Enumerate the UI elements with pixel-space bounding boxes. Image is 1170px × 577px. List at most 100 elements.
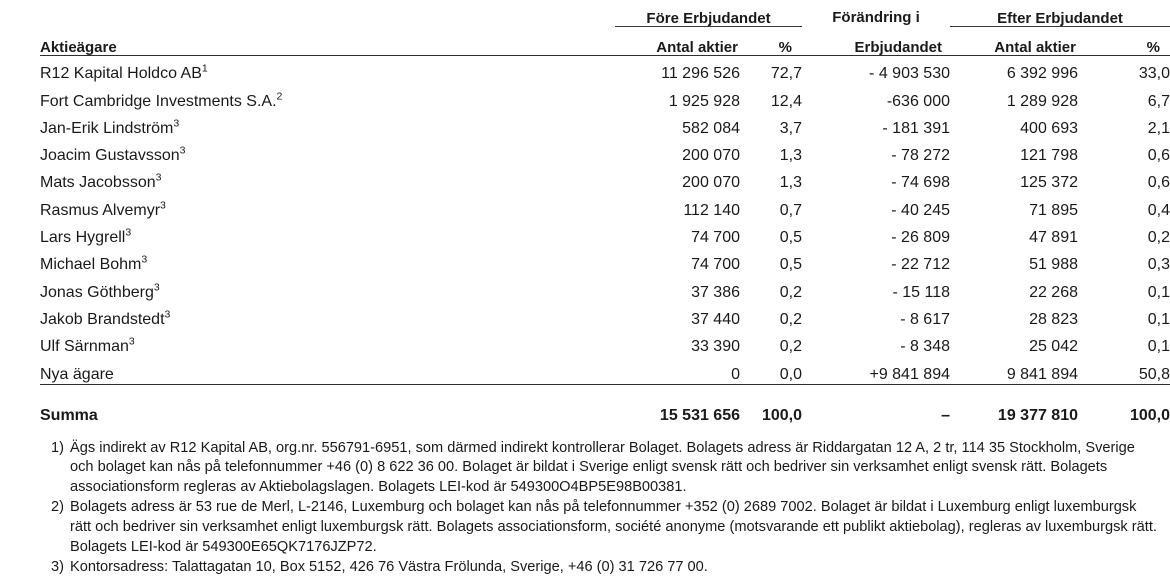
table-row: Jakob Brandstedt3 37 440 0,2 - 8 617 28 823 0… (40, 302, 1170, 329)
cell-shares-after: 121 798 (1020, 147, 1078, 165)
cell-change: - 40 245 (891, 201, 950, 219)
footnote-reference: 2 (276, 90, 283, 103)
cell-shares-before: 1 925 928 (668, 92, 740, 110)
column-header-change: Erbjudandet (802, 26, 950, 56)
cell-pct-before: 0,2 (779, 310, 802, 328)
footnote-reference: 3 (153, 281, 160, 294)
footnote-item: 2) Bolagets adress är 53 rue de Merl, L-2… (40, 498, 1158, 558)
total-row: Summa 15 531 656 100,0 – 19 377 810 100,… (40, 383, 1170, 426)
cell-shareholder-name: Ulf Särnman3 (40, 335, 135, 356)
cell-shares-after: 1 289 928 (1006, 92, 1078, 110)
cell-pct-before: 0,7 (779, 201, 802, 219)
footnote-reference: 3 (141, 254, 148, 267)
table-row: Fort Cambridge Investments S.A.2 1 925 92… (40, 83, 1170, 110)
cell-change: - 181 391 (882, 119, 950, 137)
cell-pct-before: 72,7 (770, 65, 802, 83)
cell-shares-before: 582 084 (682, 119, 740, 137)
cell-pct-before: 0,0 (779, 365, 802, 383)
cell-shares-after: 6 392 996 (1006, 65, 1078, 83)
cell-pct-after: 50,8 (1138, 365, 1170, 383)
footnote-reference: 3 (173, 117, 180, 130)
cell-shares-after: 28 823 (1029, 310, 1078, 328)
table-row: Nya ägare 0 0,0 +9 841 894 9 841 894 50,8 (40, 356, 1170, 384)
cell-change: - 8 348 (900, 338, 950, 356)
column-header-row: Aktieägare Antal aktier % Erbjudandet An… (40, 26, 1170, 56)
cell-pct-before: 0,2 (779, 338, 802, 356)
cell-shares-after: 47 891 (1029, 229, 1078, 247)
table-header: Före Erbjudandet Förändring i Efter Erbj… (40, 4, 1170, 56)
footnote-reference: 3 (164, 308, 171, 321)
cell-change: - 4 903 530 (869, 65, 950, 83)
cell-shareholder-name: Fort Cambridge Investments S.A.2 (40, 90, 283, 110)
cell-pct-before: 0,5 (779, 229, 802, 247)
footnote-item: 3) Kontorsadress: Talattagatan 10, Box 51… (40, 558, 1158, 577)
cell-shares-after: 125 372 (1020, 174, 1078, 192)
cell-pct-before: 0,5 (779, 256, 802, 274)
cell-pct-after: 2,1 (1147, 119, 1170, 137)
cell-shares-before: 74 700 (691, 229, 740, 247)
table-row: Mats Jacobsson3 200 070 1,3 - 74 698 125 372… (40, 165, 1170, 192)
footnote-reference: 3 (128, 335, 135, 348)
cell-shares-before: 74 700 (691, 256, 740, 274)
column-header-shareholder: Aktieägare (40, 26, 615, 56)
column-header-pct-before: % (740, 26, 802, 56)
cell-shareholder-name: Mats Jacobsson3 (40, 172, 162, 192)
footnote-marker: 1) (51, 439, 64, 456)
table-row: Rasmus Alvemyr3 112 140 0,7 - 40 245 71 895 0… (40, 192, 1170, 219)
footnote-marker: 3) (51, 558, 64, 575)
cell-pct-after: 0,1 (1147, 283, 1170, 301)
group-header-row: Före Erbjudandet Förändring i Efter Erbj… (40, 4, 1170, 27)
table-row: Ulf Särnman3 33 390 0,2 - 8 348 25 042 0,1 (40, 329, 1170, 356)
footnote-text: Ägs indirekt av R12 Kapital AB, org.nr. … (70, 439, 1135, 496)
column-header-shares-after: Antal aktier (950, 26, 1078, 56)
footnote-reference: 3 (179, 144, 186, 157)
table-body: R12 Kapital Holdco AB1 11 296 526 72,7 - 4 … (40, 56, 1170, 385)
group-header-change-line1: Förändring i (832, 8, 920, 26)
total-pct-after: 100,0 (1078, 383, 1170, 426)
cell-shares-before: 112 140 (683, 201, 740, 219)
cell-shares-before: 33 390 (691, 338, 740, 356)
cell-pct-before: 12,4 (770, 92, 802, 110)
column-header-shares-before: Antal aktier (615, 26, 740, 56)
footnote-marker: 2) (51, 499, 64, 516)
cell-change: - 8 617 (900, 310, 950, 328)
cell-shares-after: 71 895 (1029, 201, 1078, 219)
group-header-spacer (40, 4, 615, 27)
table-row: Michael Bohm3 74 700 0,5 - 22 712 51 988 0,3 (40, 247, 1170, 274)
cell-change: - 78 272 (891, 147, 950, 165)
cell-shares-after: 51 988 (1029, 256, 1078, 274)
table-row: Jan-Erik Lindström3 582 084 3,7 - 181 391 40… (40, 111, 1170, 138)
footnote-text: Bolagets adress är 53 rue de Merl, L-214… (70, 499, 1157, 555)
cell-shares-after: 22 268 (1029, 283, 1078, 301)
cell-shareholder-name: Michael Bohm3 (40, 254, 148, 274)
cell-shareholder-name: Jakob Brandstedt3 (40, 308, 171, 328)
cell-pct-after: 6,7 (1147, 92, 1170, 110)
cell-shareholder-name: Jonas Göthberg3 (40, 281, 160, 301)
cell-change: - 15 118 (892, 283, 950, 301)
cell-shares-before: 0 (731, 365, 740, 383)
footnotes-section: 1) Ägs indirekt av R12 Kapital AB, org.nr… (40, 439, 1158, 577)
total-change: – (802, 383, 950, 426)
cell-shares-after: 25 042 (1029, 338, 1078, 356)
cell-change: - 26 809 (891, 229, 950, 247)
cell-shareholder-name: Nya ägare (40, 365, 114, 383)
cell-change: -636 000 (886, 92, 950, 110)
cell-shareholder-name: R12 Kapital Holdco AB1 (40, 62, 208, 83)
cell-shares-before: 200 070 (682, 174, 740, 192)
cell-pct-before: 0,2 (779, 283, 802, 301)
table-row: Joacim Gustavsson3 200 070 1,3 - 78 272 121 … (40, 138, 1170, 165)
total-shares-before: 15 531 656 (615, 383, 740, 426)
cell-shares-before: 200 070 (682, 147, 740, 165)
footnote-text: Kontorsadress: Talattagatan 10, Box 5152… (70, 558, 708, 575)
cell-shares-before: 37 386 (691, 283, 740, 301)
shareholders-table: Före Erbjudandet Förändring i Efter Erbj… (40, 4, 1170, 426)
cell-shareholder-name: Jan-Erik Lindström3 (40, 117, 180, 137)
cell-pct-after: 0,2 (1147, 229, 1170, 247)
footnote-reference: 3 (155, 172, 162, 185)
cell-pct-after: 33,0 (1138, 65, 1170, 83)
cell-shareholder-name: Rasmus Alvemyr3 (40, 199, 166, 219)
table-row: R12 Kapital Holdco AB1 11 296 526 72,7 - 4 … (40, 56, 1170, 84)
cell-shareholder-name: Lars Hygrell3 (40, 226, 132, 247)
footnote-reference: 3 (125, 226, 132, 239)
cell-shareholder-name: Joacim Gustavsson3 (40, 144, 186, 165)
